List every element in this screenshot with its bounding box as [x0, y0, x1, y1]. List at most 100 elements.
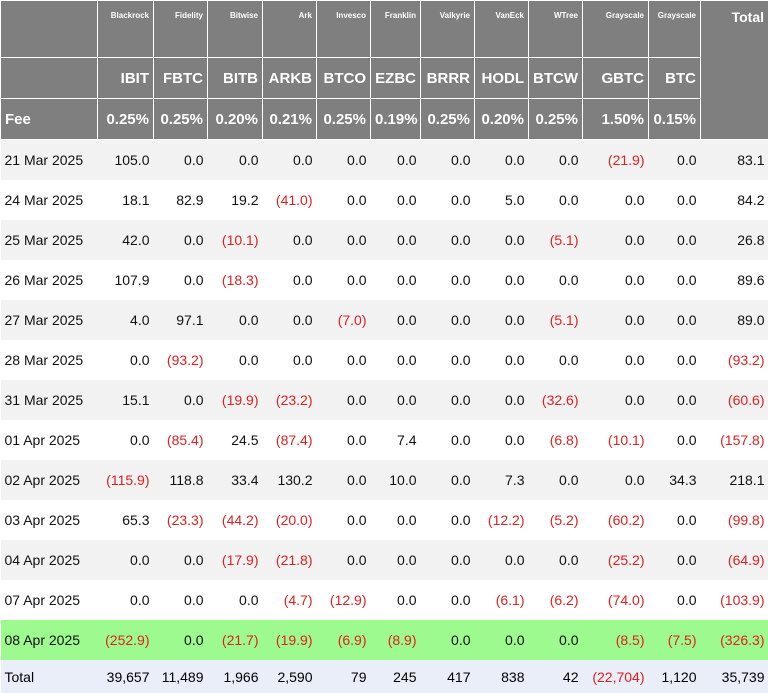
flow-value: 89.6	[701, 260, 768, 300]
flow-value: (60.6)	[701, 380, 768, 420]
flow-value: 0.0	[421, 260, 475, 300]
date-cell: 02 Apr 2025	[1, 460, 98, 500]
total-header: Total	[701, 1, 768, 140]
flow-value: 0.0	[583, 260, 649, 300]
issuer-name: Ark	[263, 1, 317, 58]
flow-value: 0.0	[371, 260, 421, 300]
flow-value: 26.8	[701, 220, 768, 260]
flow-value: 84.2	[701, 180, 768, 220]
fee-value: 0.20%	[475, 99, 529, 140]
flow-value: (21.7)	[208, 620, 263, 660]
flow-value: 0.0	[529, 180, 583, 220]
flow-value: 0.0	[371, 220, 421, 260]
total-value: 79	[317, 660, 371, 693]
flow-value: 83.1	[701, 140, 768, 181]
flow-value: 0.0	[154, 220, 208, 260]
total-value: 245	[371, 660, 421, 693]
flow-value: 0.0	[421, 380, 475, 420]
flow-value: 107.9	[98, 260, 154, 300]
flow-value: 0.0	[529, 460, 583, 500]
flow-value: 0.0	[475, 140, 529, 181]
flow-value: 0.0	[649, 220, 701, 260]
fee-value: 0.19%	[371, 99, 421, 140]
fee-label: Fee	[1, 99, 98, 140]
ticker: BTC	[649, 58, 701, 99]
fee-value: 0.25%	[98, 99, 154, 140]
issuer-name: Blackrock	[98, 1, 154, 58]
flow-value: 0.0	[583, 460, 649, 500]
flow-value: (18.3)	[208, 260, 263, 300]
flow-value: (32.6)	[529, 380, 583, 420]
flow-value: 0.0	[154, 260, 208, 300]
total-value: 1,120	[649, 660, 701, 693]
date-cell: 26 Mar 2025	[1, 260, 98, 300]
flow-value: 0.0	[371, 180, 421, 220]
total-value: 1,966	[208, 660, 263, 693]
total-value: 35,739	[701, 660, 768, 693]
flow-value: (252.9)	[98, 620, 154, 660]
flow-value: 0.0	[98, 340, 154, 380]
flow-value: (326.3)	[701, 620, 768, 660]
flow-value: 218.1	[701, 460, 768, 500]
flow-value: 0.0	[649, 540, 701, 580]
flow-value: 0.0	[154, 380, 208, 420]
fee-value: 0.15%	[649, 99, 701, 140]
flow-value: (5.1)	[529, 220, 583, 260]
issuer-name: Franklin	[371, 1, 421, 58]
flow-value: 34.3	[649, 460, 701, 500]
flow-value: 18.1	[98, 180, 154, 220]
flow-value: 0.0	[263, 300, 317, 340]
flow-value: (5.2)	[529, 500, 583, 540]
flow-value: 0.0	[529, 540, 583, 580]
date-cell: 08 Apr 2025	[1, 620, 98, 660]
flow-value: 0.0	[263, 260, 317, 300]
flow-value: (99.8)	[701, 500, 768, 540]
flow-value: 0.0	[98, 540, 154, 580]
flow-value: 0.0	[154, 540, 208, 580]
flow-value: 0.0	[263, 340, 317, 380]
issuer-name: Bitwise	[208, 1, 263, 58]
flow-value: 0.0	[649, 500, 701, 540]
flow-value: 0.0	[529, 620, 583, 660]
flow-value: 19.2	[208, 180, 263, 220]
flow-value: (44.2)	[208, 500, 263, 540]
ticker: BRRR	[421, 58, 475, 99]
date-cell: 07 Apr 2025	[1, 580, 98, 620]
flow-value: 0.0	[208, 580, 263, 620]
flow-value: (4.7)	[263, 580, 317, 620]
issuer-name: WTree	[529, 1, 583, 58]
flow-value: 0.0	[529, 340, 583, 380]
flow-value: (6.1)	[475, 580, 529, 620]
issuer-name: Grayscale	[649, 1, 701, 58]
flow-value: 0.0	[421, 500, 475, 540]
flow-value: 0.0	[475, 620, 529, 660]
flow-value: 0.0	[583, 220, 649, 260]
flow-value: (93.2)	[154, 340, 208, 380]
flow-value: 0.0	[421, 420, 475, 460]
corner-cell	[1, 1, 98, 58]
flow-value: 0.0	[263, 220, 317, 260]
flow-value: 0.0	[208, 140, 263, 181]
flow-value: 0.0	[371, 380, 421, 420]
date-cell: 31 Mar 2025	[1, 380, 98, 420]
flow-value: 0.0	[421, 220, 475, 260]
flow-value: 0.0	[208, 340, 263, 380]
flow-value: 0.0	[154, 140, 208, 181]
flow-value: 0.0	[371, 140, 421, 181]
flow-value: (23.2)	[263, 380, 317, 420]
flow-value: 0.0	[649, 300, 701, 340]
flow-value: 0.0	[421, 540, 475, 580]
fee-value: 0.25%	[154, 99, 208, 140]
fee-value: 0.21%	[263, 99, 317, 140]
